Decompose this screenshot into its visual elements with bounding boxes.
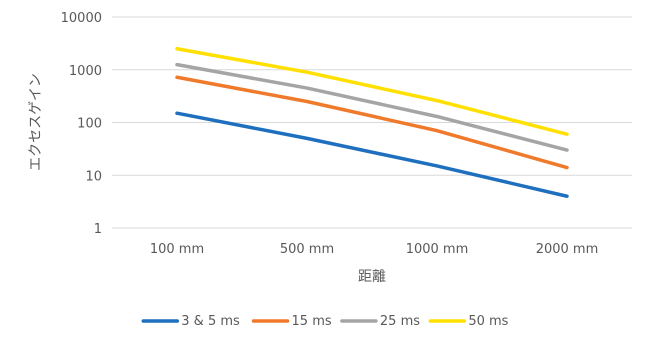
x-tick-label: 1000 mm bbox=[406, 242, 469, 257]
x-tick-label: 500 mm bbox=[280, 242, 334, 257]
x-tick-label: 2000 mm bbox=[536, 242, 599, 257]
legend: 3 & 5 ms 15 ms 25 ms 50 ms bbox=[141, 314, 509, 329]
series-line bbox=[175, 75, 569, 170]
legend-label: 50 ms bbox=[468, 314, 508, 329]
legend-label: 25 ms bbox=[380, 314, 420, 329]
y-tick-label: 1 bbox=[94, 222, 102, 237]
x-tick-labels: 100 mm 500 mm 1000 mm 2000 mm bbox=[150, 242, 598, 257]
gridlines bbox=[112, 16, 632, 229]
y-tick-label: 100 bbox=[77, 117, 102, 132]
series-line bbox=[175, 62, 569, 152]
series-line bbox=[175, 111, 569, 198]
x-tick-label: 100 mm bbox=[150, 242, 204, 257]
x-axis-title: 距離 bbox=[358, 268, 386, 285]
y-axis-title: エクセスゲイン bbox=[28, 73, 44, 171]
y-tick-label: 10 bbox=[85, 169, 102, 184]
y-tick-label: 1000 bbox=[69, 64, 102, 79]
series-lines bbox=[175, 47, 569, 198]
legend-label: 3 & 5 ms bbox=[181, 314, 240, 329]
legend-label: 15 ms bbox=[292, 314, 332, 329]
series-line bbox=[175, 47, 569, 136]
y-tick-labels: 1 10 100 1000 10000 bbox=[61, 11, 102, 237]
y-tick-label: 10000 bbox=[61, 11, 102, 26]
